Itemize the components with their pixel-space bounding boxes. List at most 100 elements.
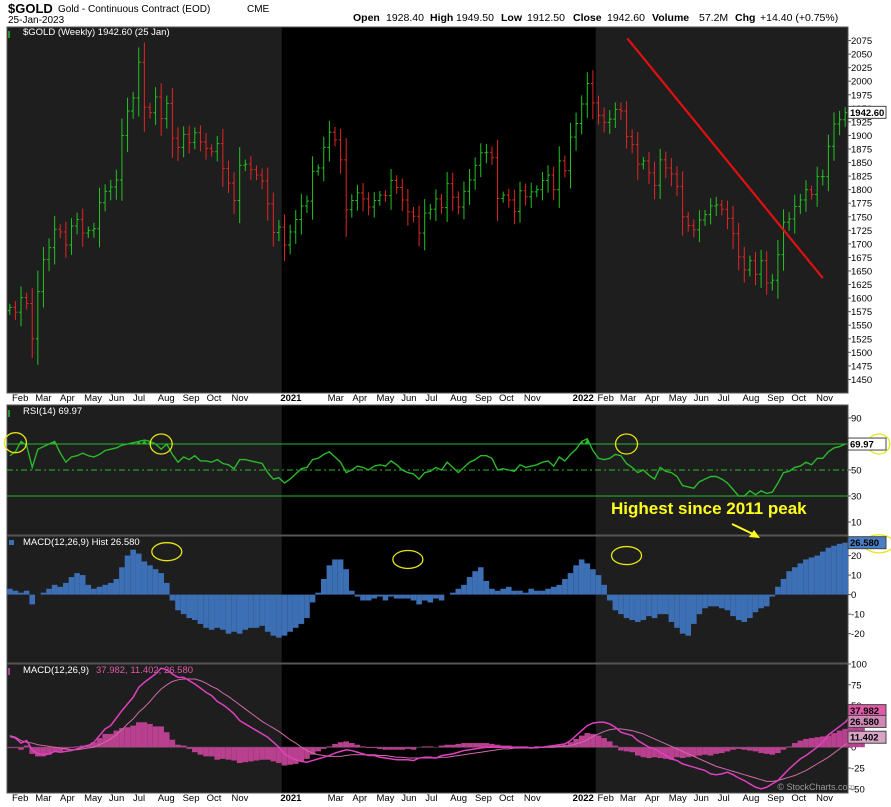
macd-histogram-bar: [814, 737, 820, 748]
histogram-bar: [147, 565, 153, 595]
histogram-bar: [393, 594, 400, 599]
macd-histogram-bar: [696, 747, 703, 756]
x-axis-label: Mar: [620, 793, 636, 804]
x-axis-label: Jul: [718, 793, 730, 804]
price-axis-tick-label: 2075: [851, 36, 872, 47]
histogram-bar: [337, 559, 344, 595]
price-bar: [293, 210, 298, 244]
histogram-bar: [287, 594, 293, 632]
price-bar: [69, 218, 74, 255]
x-axis-label: Jun: [401, 793, 416, 804]
histogram-bar: [365, 594, 372, 601]
macd-histogram-bar: [550, 745, 557, 748]
x-axis-label: Jun: [401, 393, 416, 404]
histogram-bar: [152, 569, 159, 595]
x-axis-label: 2022: [573, 393, 594, 404]
histogram-bar: [113, 578, 120, 595]
price-bar: [170, 87, 175, 158]
histogram-bar: [455, 588, 462, 595]
price-bar: [400, 178, 405, 212]
macd-histogram-bar: [242, 747, 249, 763]
macd-histogram-bar: [192, 747, 198, 753]
price-bar: [489, 146, 494, 165]
macd-histogram-bar: [752, 747, 759, 752]
x-axis-label: Nov: [816, 793, 833, 804]
x-axis-label: Jun: [109, 393, 124, 404]
rsi-value-box: [847, 437, 887, 451]
macd-axis-tick-label: 100: [851, 660, 867, 671]
macd-axis-tick-label: 75: [851, 680, 862, 691]
histogram-bar: [259, 594, 265, 626]
high-label: High: [430, 12, 453, 24]
x-axis-label: Jul: [133, 793, 145, 804]
price-bar: [119, 118, 124, 201]
close-value: 1942.60: [607, 12, 645, 24]
price-bar: [798, 193, 803, 215]
price-bar: [136, 47, 141, 117]
macd-histogram-bar: [141, 722, 148, 748]
macd-histogram-bar: [825, 735, 832, 748]
histogram-bar: [769, 594, 776, 597]
macd-histogram-bar: [264, 747, 271, 760]
x-axis-label: Sep: [475, 393, 492, 404]
price-bar: [753, 252, 758, 286]
histogram-bar: [270, 594, 277, 636]
price-bar: [147, 102, 152, 119]
price-legend-text: $GOLD (Weekly) 1942.60 (25 Jan): [23, 27, 170, 38]
histogram-bar: [399, 594, 406, 599]
hist-axis-tick-label: 10: [851, 571, 862, 582]
price-bar: [540, 171, 545, 201]
histogram-bar: [528, 588, 535, 595]
macd-legend-values: 37.982, 11.402, 26.580: [96, 665, 193, 676]
histogram-bar: [298, 594, 305, 624]
x-axis-label: Feb: [598, 393, 614, 404]
x-axis-label: 2021: [280, 793, 302, 804]
histogram-bar: [713, 594, 720, 607]
price-axis-tick-label: 1900: [851, 131, 872, 142]
price-bar: [304, 195, 309, 214]
macd-histogram-bar: [780, 747, 787, 750]
x-axis-label: Nov: [524, 393, 541, 404]
histogram-bar: [326, 565, 333, 595]
histogram-bar: [208, 594, 215, 630]
price-bar: [546, 165, 551, 193]
price-bar: [338, 128, 343, 174]
price-bar: [417, 205, 422, 247]
x-axis-label: Oct: [499, 793, 514, 804]
price-bar: [719, 199, 724, 216]
x-axis-label: May: [669, 793, 687, 804]
price-bar: [759, 249, 764, 288]
histogram-bar: [522, 592, 529, 595]
x-axis-label: May: [84, 393, 102, 404]
rsi-panel: 103050709069.97: [3, 404, 891, 536]
price-axis-tick-label: 1875: [851, 145, 872, 156]
macd-histogram-bar: [836, 730, 843, 748]
price-bar: [103, 184, 108, 212]
macd-histogram-bar: [724, 747, 731, 752]
price-bar: [153, 87, 158, 125]
price-bar: [450, 172, 455, 211]
instrument-name: Gold - Continuous Contract (EOD): [58, 4, 210, 15]
macd-histogram-bar: [203, 747, 209, 757]
histogram-bar: [281, 594, 288, 636]
price-bar: [377, 190, 382, 206]
price-bar: [209, 144, 214, 157]
macd-histogram-bar: [332, 743, 338, 748]
macd-histogram-bar: [775, 747, 781, 754]
price-axis-tick-label: 1625: [851, 280, 872, 291]
price-bar: [394, 175, 399, 194]
price-bar: [220, 128, 225, 187]
price-bar: [30, 288, 35, 358]
price-bar: [747, 255, 752, 277]
price-bar: [686, 211, 691, 232]
price-bar: [383, 190, 388, 202]
macd-signal-value-box: [847, 730, 887, 744]
x-axis-label: 2022: [573, 793, 594, 804]
price-bar: [607, 110, 612, 134]
price-bar: [775, 239, 780, 299]
histogram-bar: [163, 582, 170, 595]
price-bar: [529, 182, 534, 209]
price-bar: [164, 95, 169, 129]
histogram-bar: [23, 590, 30, 595]
price-axis-tick-label: 1575: [851, 307, 872, 318]
